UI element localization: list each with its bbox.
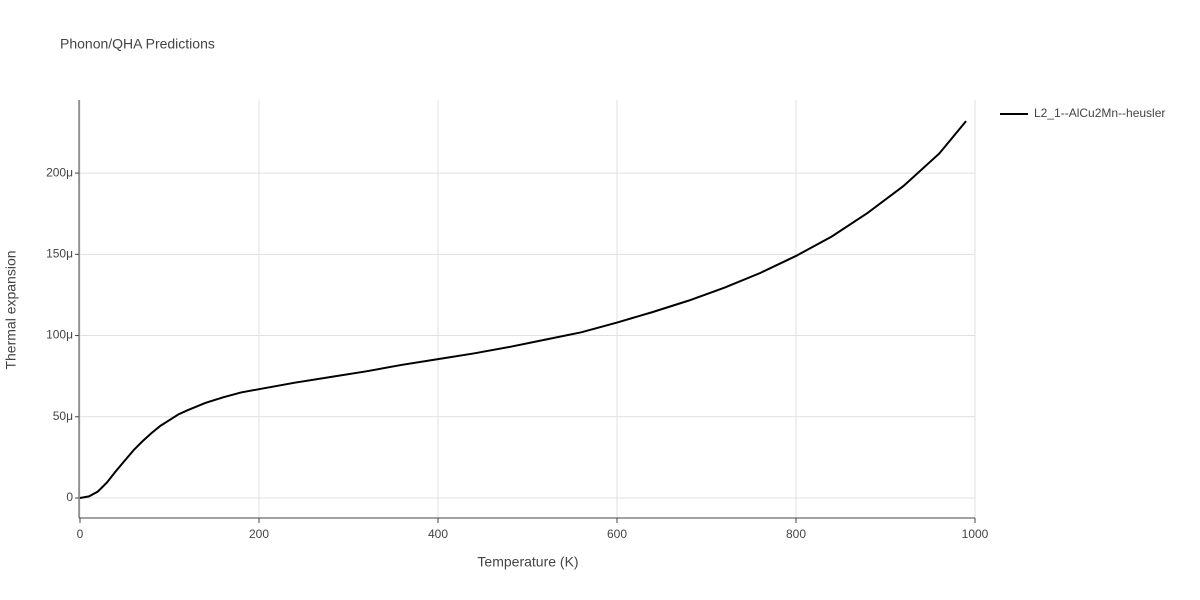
x-tick-label: 1000 (962, 527, 989, 541)
x-tick-label: 0 (77, 527, 84, 541)
x-tick-label: 800 (786, 527, 806, 541)
y-tick-label: 200μ (46, 165, 73, 179)
x-tick-label: 200 (249, 527, 269, 541)
chart-title: Phonon/QHA Predictions (60, 36, 215, 52)
line (79, 120, 967, 500)
y-tick-label: 100μ (46, 328, 73, 342)
x-tick-label: 600 (607, 527, 627, 541)
y-tick-label: 0 (66, 490, 73, 504)
x-axis-label: Temperature (K) (477, 554, 578, 570)
x-tick-label: 400 (428, 527, 448, 541)
legend-label: L2_1--AlCu2Mn--heusler (1034, 106, 1165, 120)
y-tick-label: 150μ (46, 247, 73, 261)
y-axis-label: Thermal expansion (3, 250, 19, 369)
y-tick-label: 50μ (53, 409, 73, 423)
